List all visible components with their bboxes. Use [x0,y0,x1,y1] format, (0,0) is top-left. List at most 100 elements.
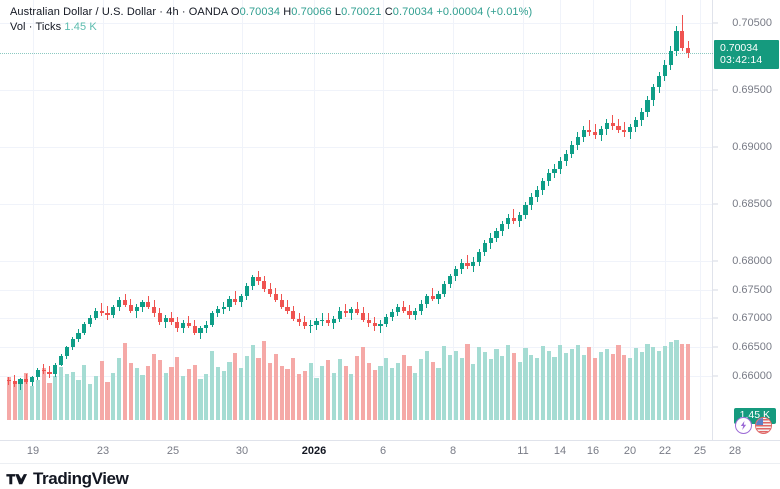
volume-bar [680,343,685,420]
volume-bar [540,346,546,420]
candle-wick [310,319,312,334]
volume-bar [447,355,453,420]
interval-label[interactable]: 4h [166,6,179,18]
volume-bar [256,358,261,420]
gridline-vertical [630,0,631,420]
volume-bar [99,360,104,420]
candle-body [674,31,679,52]
volume-bar [622,355,627,420]
gridline-horizontal [0,147,713,148]
candle-body [511,218,517,221]
candle-body [639,111,644,121]
price-axis-label: 0.67000 [732,312,772,324]
candle-body [70,338,75,348]
candle-body [494,231,499,239]
change-value: +0.00004 (+0.01%) [436,6,533,18]
gridline-horizontal [0,204,713,205]
volume-bar [523,348,528,420]
volume-bar [146,366,151,420]
us-flag-icon[interactable] [755,417,772,434]
gridline-vertical [242,0,243,420]
volume-bar [500,355,505,420]
candle-body [598,129,604,136]
volume-value: 1.45 K [64,21,97,33]
chart-pane[interactable] [0,0,713,440]
ohlc-high: H0.70066 [283,6,332,18]
last-price-badge: 0.70034 03:42:14 [714,40,779,70]
floating-buttons [735,417,772,434]
volume-bar [41,368,46,420]
time-axis-label: 30 [235,445,249,457]
volume-bar [656,350,662,420]
volume-bar [18,383,23,420]
price-axis-tick [713,317,718,319]
candle-wick [356,302,358,316]
price-axis-label: 0.66000 [732,370,772,382]
candle-body [326,319,331,323]
gridline-vertical [314,0,315,420]
time-axis-label: 16 [586,445,600,457]
gridline-vertical [665,0,666,420]
candle-body [64,347,70,356]
volume-bar [88,383,93,420]
gridline-vertical [453,0,454,420]
volume-bar [175,357,180,420]
volume-bar [268,363,273,420]
lightning-bolt-icon[interactable] [735,417,752,434]
candle-body [569,144,575,155]
legend-main-row: Australian Dollar / U.S. Dollar · 4h · O… [10,6,532,19]
volume-bar [233,352,238,420]
volume-bar [186,369,191,420]
volume-label[interactable]: Vol · Ticks [10,21,62,33]
low-label: L [334,6,342,18]
time-axis[interactable]: 19 23 25 30 2026 6 8 11 14 16 20 22 25 28 [0,440,780,463]
close-label: C [384,6,393,18]
gridline-vertical [173,0,174,420]
tradingview-mark-icon [6,473,28,484]
candle-body [407,310,412,316]
time-axis-label: 22 [658,445,672,457]
gridline-horizontal [0,261,713,262]
volume-bar [93,375,99,420]
volume-bar [372,370,377,420]
candle-body [221,306,226,310]
close-value: 0.70034 [392,6,434,18]
volume-bar [407,366,412,420]
volume-bar [401,354,406,420]
volume-bar [279,366,284,420]
candle-wick [25,374,27,385]
gridline-horizontal [0,90,713,91]
gridline-vertical [383,0,384,420]
volume-bar [430,362,435,420]
gridline-vertical [700,0,701,420]
candle-body [360,312,366,320]
gridline-vertical [593,0,594,420]
volume-bar [35,380,40,420]
tradingview-logo[interactable]: TradingView [6,469,129,489]
candle-wick [234,290,236,305]
candle-wick [327,312,329,326]
volume-bar [320,366,325,420]
volume-bar [569,348,575,420]
volume-bar [413,372,418,420]
volume-bar [511,352,517,420]
volume-bar [76,380,81,420]
volume-bar [604,349,609,420]
time-axis-label: 28 [728,445,742,457]
candle-body [656,76,662,88]
candle-wick [623,122,625,137]
price-axis-label: 0.69000 [732,141,772,153]
time-axis-label: 23 [96,445,110,457]
candle-body [355,309,360,313]
candle-body [546,173,551,181]
candle-body [552,168,557,174]
candle-wick [43,363,45,375]
candle-body [59,355,64,365]
symbol-title[interactable]: Australian Dollar / U.S. Dollar [10,6,157,18]
price-axis-tick [713,203,718,205]
price-axis[interactable]: 0.70034 03:42:14 1.45 K 0.70500 0.69500 0.… [712,0,780,440]
high-value: 0.70066 [291,6,332,18]
candle-body [662,64,667,77]
candle-body [517,214,522,221]
price-axis-label: 0.70500 [732,17,772,29]
